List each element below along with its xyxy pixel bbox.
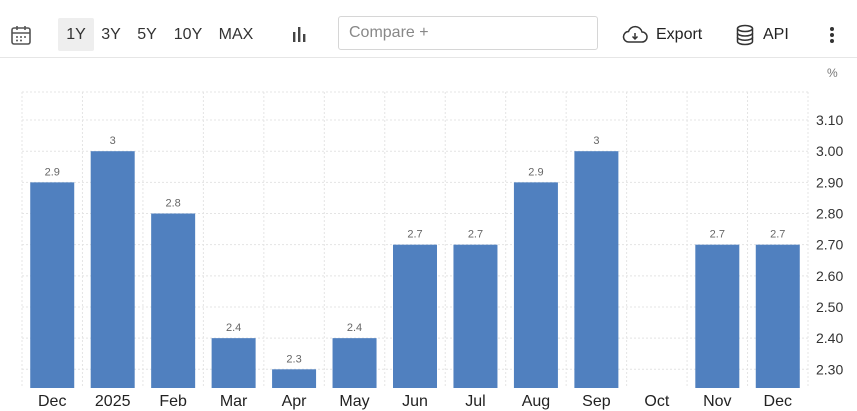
bar-value-label: 2.8 bbox=[166, 198, 181, 210]
bar-7 bbox=[453, 244, 498, 388]
y-tick-label: 2.50 bbox=[816, 299, 843, 315]
x-tick-label: Sep bbox=[582, 393, 611, 410]
bar-value-label: 2.7 bbox=[468, 229, 483, 241]
vertical-dots-icon[interactable] bbox=[822, 22, 842, 48]
x-tick-label: Dec bbox=[38, 393, 66, 410]
bar-6 bbox=[393, 244, 437, 388]
bar-value-label: 3 bbox=[110, 135, 116, 147]
toolbar-divider bbox=[0, 57, 857, 58]
export-label: Export bbox=[656, 26, 703, 43]
range-10y-button[interactable]: 10Y bbox=[173, 25, 203, 43]
bar-value-label: 3 bbox=[593, 135, 599, 147]
y-tick-label: 2.90 bbox=[816, 174, 843, 190]
x-tick-label: Oct bbox=[644, 393, 669, 410]
bar-chart-icon[interactable] bbox=[287, 22, 311, 46]
x-tick-label: Aug bbox=[522, 393, 550, 410]
bar-value-label: 2.7 bbox=[710, 229, 725, 241]
calendar-icon[interactable] bbox=[8, 22, 34, 48]
x-tick-label: May bbox=[339, 393, 369, 410]
bar-value-label: 2.9 bbox=[45, 166, 60, 178]
bar-5 bbox=[332, 338, 377, 388]
bar-12 bbox=[755, 244, 800, 388]
bar-4 bbox=[272, 369, 317, 388]
range-3y-button[interactable]: 3Y bbox=[101, 25, 121, 43]
x-tick-label: Dec bbox=[764, 393, 792, 410]
bar-9 bbox=[574, 151, 619, 388]
api-label: API bbox=[763, 26, 789, 43]
x-tick-label: Apr bbox=[282, 393, 308, 410]
chart-toolbar: 1Y 3Y 5Y 10Y MAX Export bbox=[0, 0, 857, 58]
x-tick-label: Jul bbox=[465, 393, 485, 410]
range-5y-button[interactable]: 5Y bbox=[137, 25, 157, 43]
bar-value-label: 2.7 bbox=[407, 229, 422, 241]
x-tick-label: Jun bbox=[402, 393, 428, 410]
bar-chart: 3.10 3.00 2.90 2.80 2.70 2.60 2.50 2.40 2.30% 2.9… bbox=[21, 66, 843, 410]
x-tick-label: 2025 bbox=[95, 393, 131, 410]
bar-2 bbox=[151, 213, 196, 388]
y-tick-label: 3.10 bbox=[816, 112, 843, 128]
bar-value-label: 2.9 bbox=[528, 166, 543, 178]
y-tick-label: 2.80 bbox=[816, 206, 843, 222]
x-tick-label: Mar bbox=[220, 393, 248, 410]
export-button[interactable]: Export bbox=[622, 20, 702, 50]
range-max-button[interactable]: MAX bbox=[218, 25, 254, 43]
y-tick-label: 3.00 bbox=[816, 143, 843, 159]
y-tick-label: 2.70 bbox=[816, 237, 843, 253]
bar-11 bbox=[695, 244, 740, 388]
bar-1 bbox=[90, 151, 135, 388]
bar-value-label: 2.4 bbox=[226, 322, 241, 334]
x-tick-label: Feb bbox=[159, 393, 187, 410]
bar-8 bbox=[513, 182, 558, 388]
compare-input[interactable] bbox=[338, 16, 598, 50]
y-tick-label: 2.40 bbox=[816, 330, 843, 346]
y-unit-label: % bbox=[827, 66, 838, 80]
x-tick-label: Nov bbox=[703, 393, 731, 410]
cloud-download-icon bbox=[622, 25, 648, 45]
bar-0 bbox=[30, 182, 75, 388]
y-tick-label: 2.30 bbox=[816, 361, 843, 377]
range-1y-button[interactable]: 1Y bbox=[58, 18, 94, 51]
bar-value-label: 2.7 bbox=[770, 229, 785, 241]
y-tick-label: 2.60 bbox=[816, 268, 843, 284]
api-button[interactable]: API bbox=[735, 20, 789, 50]
bar-value-label: 2.3 bbox=[286, 353, 301, 365]
database-icon bbox=[735, 24, 755, 46]
bar-value-label: 2.4 bbox=[347, 322, 362, 334]
bar-3 bbox=[211, 338, 256, 388]
